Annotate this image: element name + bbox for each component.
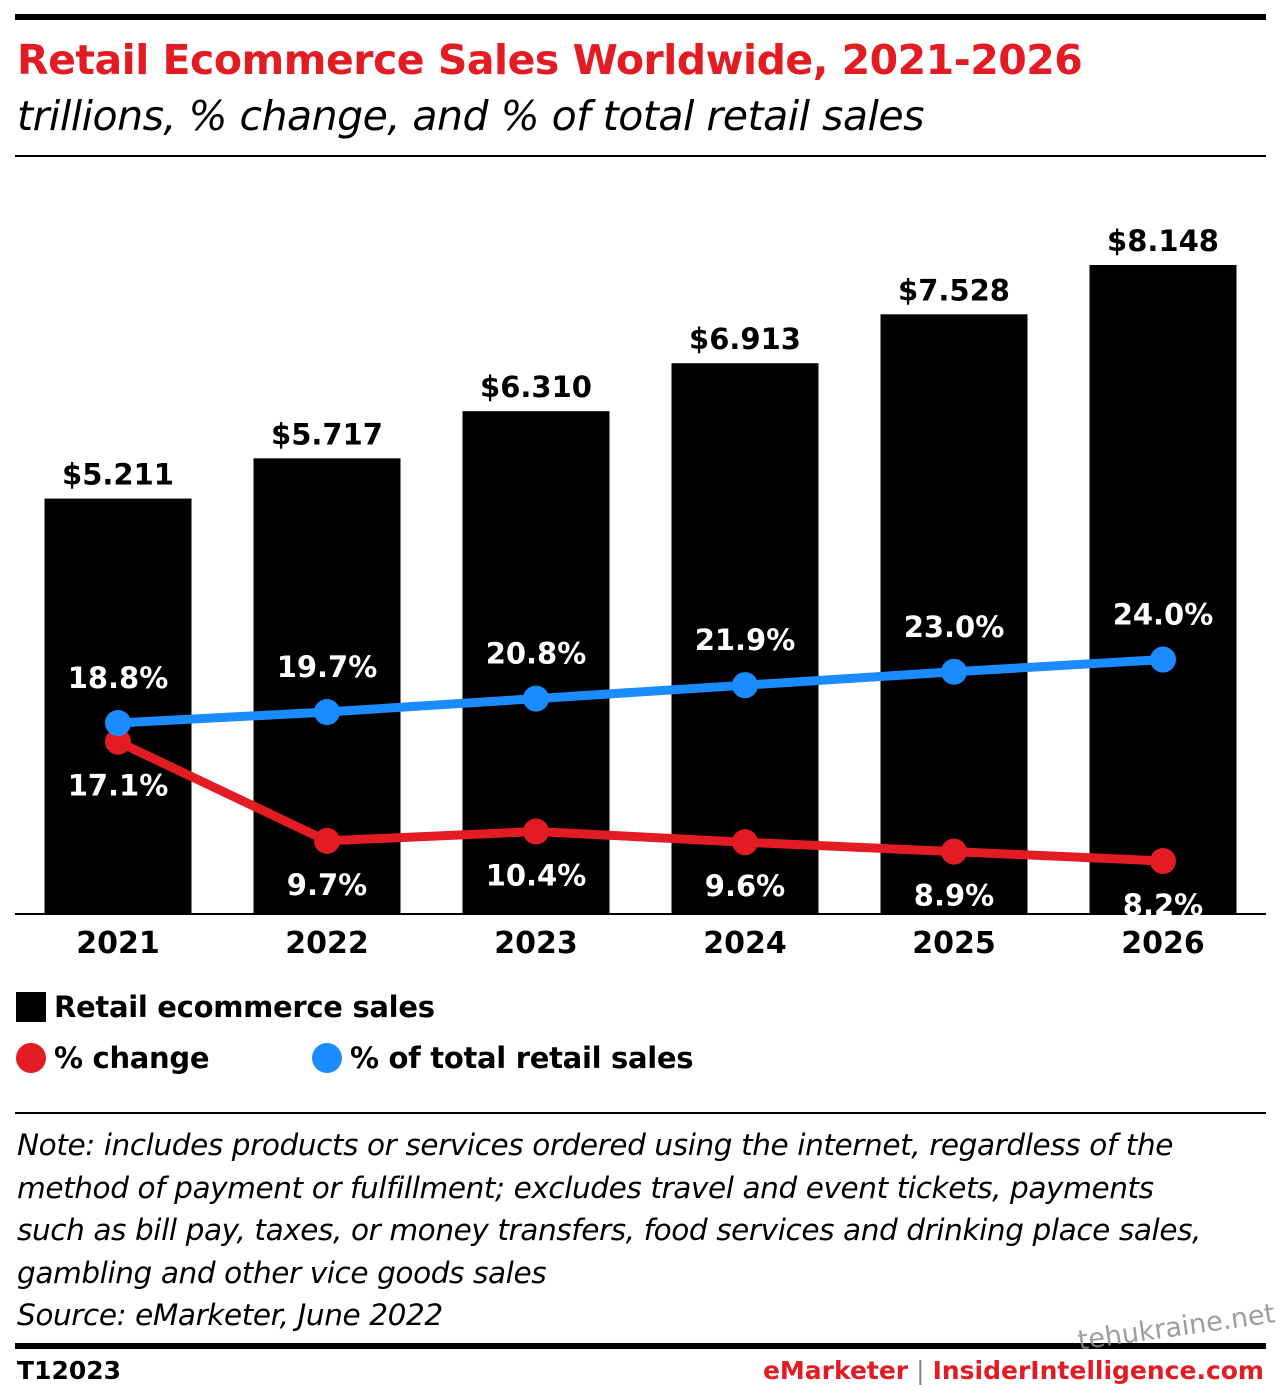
share-value-label: 24.0% — [1113, 598, 1214, 632]
change-value-label: 8.9% — [914, 879, 994, 913]
top-rule — [15, 14, 1266, 20]
labels-layer: $5.211 2021 $5.717 2022 $6.310 2023 $6.913 2024… — [62, 224, 1219, 961]
bar-value-label: $6.310 — [480, 370, 592, 404]
chart-plot: $5.211 2021 $5.717 2022 $6.310 2023 $6.913 2024… — [15, 224, 1266, 961]
brand-insider-link[interactable]: InsiderIntelligence.com — [932, 1356, 1264, 1385]
change-point-2024 — [732, 829, 758, 856]
note-line: gambling and other vice goods sales — [17, 1255, 547, 1290]
legend-label-bars: Retail ecommerce sales — [54, 990, 435, 1024]
bars-layer — [15, 265, 1266, 915]
bar-value-label: $7.528 — [898, 273, 1010, 307]
change-value-label: 9.6% — [705, 869, 785, 903]
legend-item-bars: Retail ecommerce sales — [16, 987, 435, 1027]
bar-value-label: $6.913 — [689, 322, 801, 356]
legend-label-change: % change — [54, 1041, 210, 1075]
x-tick-label: 2021 — [76, 926, 160, 961]
chart-title: Retail Ecommerce Sales Worldwide, 2021-2… — [17, 36, 1083, 84]
share-point-2021 — [105, 710, 131, 736]
brand-separator: | — [916, 1356, 925, 1385]
x-tick-label: 2022 — [285, 926, 369, 961]
x-tick-label: 2023 — [494, 926, 578, 961]
legend-square-swatch — [16, 992, 46, 1022]
share-point-2025 — [941, 658, 967, 685]
share-point-2022 — [314, 699, 340, 726]
share-value-label: 18.8% — [68, 661, 169, 695]
bar-2026 — [1089, 265, 1237, 913]
x-tick-label: 2024 — [703, 926, 787, 961]
share-point-2026 — [1150, 646, 1176, 673]
bar-2025 — [880, 314, 1028, 913]
share-point-2023 — [523, 685, 549, 712]
share-value-label: 19.7% — [277, 650, 378, 684]
bar-value-label: $8.148 — [1107, 224, 1219, 258]
legend-blue-dot-swatch — [312, 1043, 342, 1073]
bar-value-label: $5.717 — [271, 417, 383, 451]
note-line: Note: includes products or services orde… — [17, 1128, 1174, 1162]
brand-credit: eMarketer | InsiderIntelligence.com — [763, 1356, 1264, 1385]
share-series-line — [117, 655, 1164, 728]
legend-label-share: % of total retail sales — [350, 1041, 694, 1075]
change-value-label: 9.7% — [287, 868, 367, 902]
share-value-label: 20.8% — [486, 637, 587, 671]
lines-layer — [105, 646, 1176, 874]
legend-item-share: % of total retail sales — [312, 1038, 694, 1078]
change-point-2025 — [941, 838, 967, 865]
change-value-label: 17.1% — [68, 769, 169, 803]
share-point-2024 — [732, 672, 758, 699]
title-rule — [15, 155, 1266, 157]
change-point-2026 — [1150, 848, 1176, 874]
x-tick-label: 2025 — [912, 926, 996, 961]
legend-item-change: % change — [16, 1038, 210, 1078]
footer-rule — [15, 1343, 1266, 1349]
change-value-label: 8.2% — [1123, 888, 1203, 922]
bar-value-label: $5.211 — [62, 458, 174, 492]
change-series-line — [116, 737, 1164, 866]
note-line: such as bill pay, taxes, or money transf… — [17, 1213, 1202, 1247]
share-value-label: 23.0% — [904, 610, 1005, 644]
change-point-2022 — [314, 827, 340, 854]
bar-2024 — [671, 363, 819, 913]
chart-note: Note: includes products or services orde… — [17, 1124, 1267, 1337]
change-point-2021 — [105, 728, 131, 755]
change-point-2023 — [523, 818, 549, 845]
bar-2021 — [44, 498, 192, 913]
share-value-label: 21.9% — [695, 623, 796, 657]
note-line: method of payment or fulfillment; exclud… — [17, 1170, 1154, 1205]
note-rule — [15, 1112, 1266, 1114]
chart-subtitle: trillions, % change, and % of total reta… — [17, 92, 925, 140]
change-value-label: 10.4% — [486, 859, 587, 893]
x-tick-label: 2026 — [1121, 926, 1205, 961]
chart-id: T12023 — [17, 1356, 122, 1385]
legend-red-dot-swatch — [16, 1043, 46, 1073]
source-line: Source: eMarketer, June 2022 — [17, 1298, 443, 1332]
brand-emarketer: eMarketer — [762, 1356, 909, 1385]
